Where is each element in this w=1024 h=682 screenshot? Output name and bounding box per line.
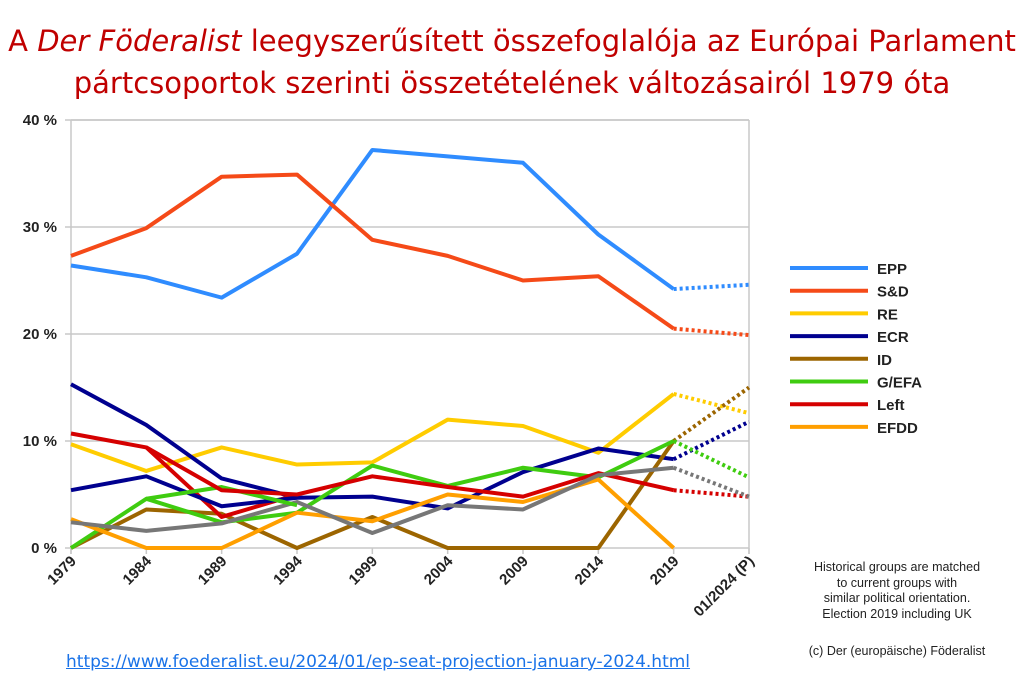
x-tick-label: 2014 (572, 552, 608, 588)
legend-label: RE (877, 306, 898, 323)
series-line-epp (70, 147, 675, 300)
series-line-sd (70, 172, 675, 331)
y-tick-label: 40 % (23, 112, 57, 129)
series-projection-unlabeled (672, 465, 750, 499)
series-projection-epp (673, 282, 750, 292)
series-line-gefa (69, 439, 675, 550)
title-suffix: leegyszerűsített összefoglalója az Európ… (241, 24, 1016, 58)
note-line: to current groups with (836, 575, 958, 590)
copyright: (c) Der (europäische) Föderalist (808, 644, 986, 658)
x-tick-label: 1979 (44, 553, 80, 589)
series-line-efdd (70, 477, 676, 550)
series-projection-left (673, 488, 750, 499)
x-tick-label: 2009 (496, 553, 532, 589)
source-link[interactable]: https://www.foederalist.eu/2024/01/ep-se… (66, 652, 691, 672)
y-tick-label: 20 % (23, 326, 57, 343)
legend-label: ECR (877, 329, 909, 346)
chart-note: Historical groups are matched to current… (770, 560, 1024, 622)
x-tick-label: 1994 (270, 552, 306, 588)
y-tick-label: 10 % (23, 433, 57, 450)
legend-label: ID (877, 352, 892, 369)
x-tick-label: 2004 (421, 552, 457, 588)
title-italic: Der Föderalist (37, 24, 242, 58)
series-line-unlabeled (70, 465, 674, 536)
x-tick-label: 01/2024 (P) (690, 553, 757, 620)
series-projection-ecr (672, 419, 750, 461)
x-tick-label: 1984 (120, 552, 156, 588)
series-projection-gefa (672, 439, 750, 480)
series-line-ecr (70, 382, 674, 511)
y-tick-label: 30 % (23, 219, 57, 236)
title-prefix: A (8, 24, 38, 58)
x-tick-label: 2019 (647, 553, 683, 589)
series-projection-re (673, 391, 750, 416)
series-projection-id (672, 385, 751, 443)
note-line: Election 2019 including UK (822, 606, 972, 621)
title-line-2: pártcsoportok szerinti összetételének vá… (73, 66, 951, 100)
legend-label: Left (877, 397, 905, 414)
series-line-id (70, 439, 676, 550)
y-tick-label: 0 % (31, 540, 57, 557)
series-line-unlabeled (145, 445, 298, 497)
note-line: similar political orientation. (823, 591, 971, 605)
x-tick-label: 1989 (195, 553, 231, 589)
legend-label: S&D (877, 284, 909, 301)
series-line-left (70, 431, 675, 519)
note-line: Historical groups are matched (813, 560, 981, 574)
x-tick-label: 1999 (346, 553, 382, 589)
series-line-unlabeled (146, 485, 298, 508)
legend-label: G/EFA (877, 375, 922, 392)
legend-label: EPP (877, 261, 907, 278)
title-line-1: A Der Föderalist leegyszerűsített összef… (0, 22, 1024, 60)
legend-label: EFDD (877, 420, 918, 437)
series-projection-sd (673, 326, 750, 338)
